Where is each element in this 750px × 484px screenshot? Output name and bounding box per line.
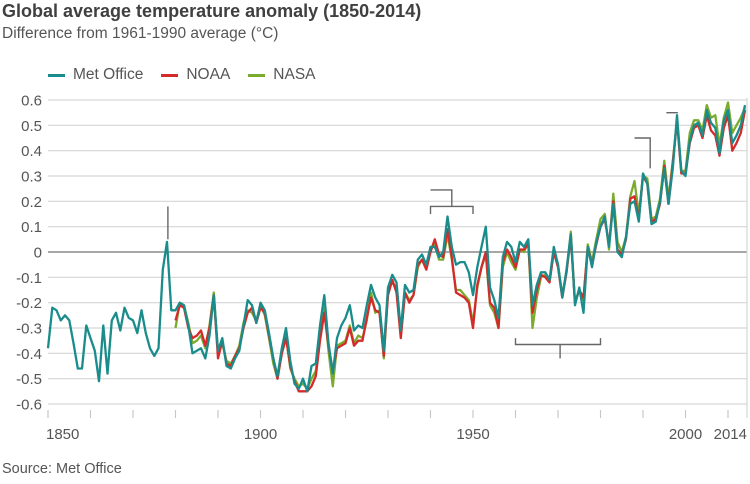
y-tick-label: -0.3 <box>16 321 42 338</box>
x-tick-label: 1950 <box>456 426 489 443</box>
y-tick-label: -0.1 <box>16 270 42 287</box>
legend-label-nasa: NASA <box>273 66 316 83</box>
annotation-bracket <box>634 137 651 169</box>
series-line-met-office <box>46 104 747 393</box>
y-tick-label: 0.6 <box>21 93 42 110</box>
x-tick-label: 1850 <box>46 426 79 443</box>
x-tick-label: 1900 <box>244 426 277 443</box>
y-tick-label: 0.2 <box>21 194 42 211</box>
y-tick-label: 0.3 <box>21 169 42 186</box>
y-tick-label: -0.5 <box>16 371 42 388</box>
legend: Met Office NOAA NASA <box>48 66 316 84</box>
x-tick-label: 2014 <box>714 426 747 443</box>
legend-label-met-office: Met Office <box>73 66 144 83</box>
y-tick-label: 0.4 <box>21 143 42 160</box>
y-tick-label: -0.6 <box>16 397 42 414</box>
annotation-bracket <box>429 205 474 214</box>
legend-label-noaa: NOAA <box>186 66 231 83</box>
series-lines <box>46 101 747 393</box>
legend-swatch-met-office <box>48 73 65 77</box>
y-axis: 0.6 0.5 0.4 0.3 0.2 0.1 0 -0.1 -0.2 -0.3 -0.4 -0.5 -… <box>16 93 42 414</box>
x-axis: 1850 1900 1950 2000 2014 <box>46 410 747 443</box>
series-line-noaa <box>174 109 747 393</box>
series-line-nasa <box>174 101 747 390</box>
source-note: Source: Met Office <box>2 461 122 477</box>
y-tick-label: -0.2 <box>16 295 42 312</box>
y-tick-label: -0.4 <box>16 346 42 363</box>
y-tick-label: 0.1 <box>21 219 42 236</box>
annotations <box>167 112 678 359</box>
legend-item-met-office: Met Office <box>48 66 143 84</box>
chart-subtitle: Difference from 1961-1990 average (°C) <box>2 25 279 42</box>
x-tick-label: 2000 <box>669 426 702 443</box>
y-tick-label: 0.5 <box>21 118 42 135</box>
annotation-bracket <box>514 338 602 346</box>
annotation-bracket <box>430 189 453 207</box>
gridlines <box>48 98 748 418</box>
legend-swatch-noaa <box>161 73 179 77</box>
y-tick-label: 0 <box>34 245 42 262</box>
legend-swatch-nasa <box>248 73 266 77</box>
legend-item-noaa: NOAA <box>161 66 230 84</box>
legend-item-nasa: NASA <box>248 66 316 84</box>
chart-title: Global average temperature anomaly (1850… <box>2 1 422 21</box>
